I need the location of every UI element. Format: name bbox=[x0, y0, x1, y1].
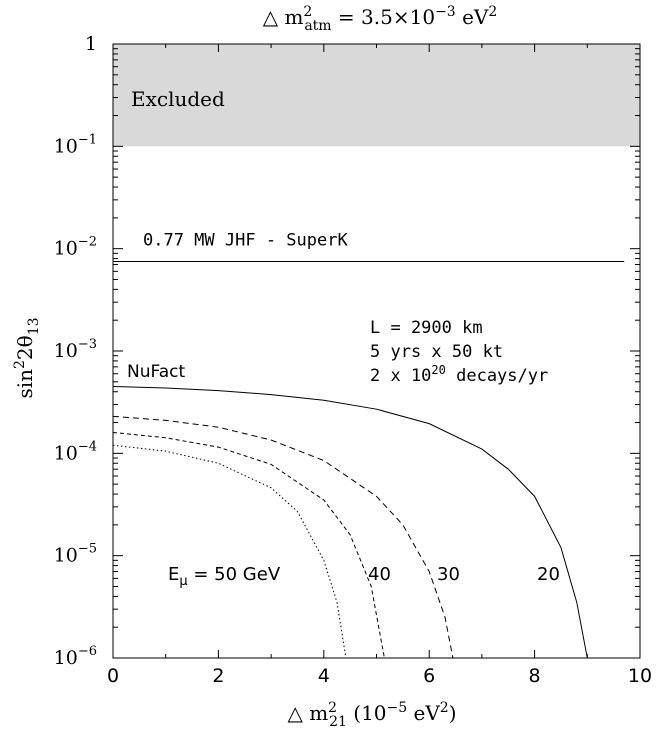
ylabel-base: sin bbox=[13, 369, 37, 399]
y-tick-label-exp: −3 bbox=[78, 337, 97, 352]
x-tick-label: 4 bbox=[318, 665, 330, 687]
jhf-superk-label: 0.77 MW JHF - SuperK bbox=[143, 230, 348, 250]
title-unit-sup: 2 bbox=[488, 4, 497, 20]
y-tick-label-base: 1 bbox=[85, 33, 97, 55]
title-exp: −3 bbox=[435, 4, 456, 20]
title-sup: 2 bbox=[303, 4, 312, 20]
curve-label-20: 20 bbox=[537, 564, 560, 585]
ylabel-mid: 2θ bbox=[13, 335, 37, 360]
x-tick-label: 0 bbox=[107, 665, 119, 687]
y-tick-label-exp: −4 bbox=[78, 439, 97, 454]
title-unit: eV bbox=[456, 5, 489, 29]
curve-40 bbox=[112, 431, 385, 659]
curve-e-50-gev bbox=[112, 444, 347, 659]
curves-group bbox=[112, 385, 588, 659]
y-tick-label: 10−2 bbox=[54, 235, 97, 260]
y-tick-label: 10−3 bbox=[54, 337, 97, 362]
xlabel-close: ) bbox=[449, 701, 457, 725]
excluded-label: Excluded bbox=[131, 87, 225, 111]
xlabel-unit-tail: eV bbox=[407, 701, 440, 725]
info-decays-exp: 20 bbox=[431, 363, 445, 377]
info-decays-tail: decays/yr bbox=[446, 366, 548, 386]
y-tick-label-exp: −6 bbox=[78, 644, 97, 659]
xlabel-prefix: △ m bbox=[287, 701, 328, 725]
curve-20 bbox=[112, 385, 588, 659]
y-tick-label: 10−4 bbox=[54, 439, 97, 464]
y-tick-label-exp: −2 bbox=[78, 235, 97, 250]
y-tick-label-base: 10 bbox=[54, 545, 78, 567]
xlabel-sup: 2 bbox=[328, 700, 337, 716]
curve-label-50gev-mu: μ bbox=[179, 574, 187, 589]
info-decays-base: 2 x 10 bbox=[370, 366, 431, 386]
info-baseline: L = 2900 km bbox=[370, 318, 483, 338]
x-tick-label: 6 bbox=[423, 665, 435, 687]
curve-label-50gev-tail: = 50 GeV bbox=[188, 564, 281, 585]
x-tick-label: 8 bbox=[529, 665, 541, 687]
title-mid: = 3.5×10 bbox=[332, 5, 436, 29]
nufact-label: NuFact bbox=[127, 362, 185, 382]
curve-label-40: 40 bbox=[368, 564, 391, 585]
y-tick-label: 1 bbox=[85, 33, 97, 55]
title-prefix: △ m bbox=[263, 5, 304, 29]
curve-label-50gev-e: E bbox=[168, 564, 179, 585]
y-tick-label: 10−1 bbox=[54, 132, 97, 157]
x-tick-label: 10 bbox=[628, 665, 652, 687]
y-tick-label-base: 10 bbox=[54, 340, 78, 362]
curve-label-30: 30 bbox=[437, 564, 460, 585]
y-axis-label: sin22θ13 bbox=[12, 317, 42, 398]
ylabel-sub: 13 bbox=[26, 317, 42, 335]
chart-title: △ m2 atm = 3.5×10−3 eV2 bbox=[263, 4, 498, 34]
info-exposure: 5 yrs x 50 kt bbox=[370, 342, 503, 362]
info-decays: 2 x 1020 decays/yr bbox=[370, 363, 548, 386]
y-tick-label-exp: −5 bbox=[78, 542, 97, 557]
xlabel-unit-exp: −5 bbox=[387, 700, 408, 716]
y-tick-label-base: 10 bbox=[54, 647, 78, 669]
curve-30 bbox=[112, 415, 454, 659]
excluded-region bbox=[113, 44, 640, 147]
x-axis-label: △ m2 21 (10−5 eV2) bbox=[287, 700, 456, 730]
y-tick-label-base: 10 bbox=[54, 442, 78, 464]
y-tick-label-base: 10 bbox=[54, 135, 78, 157]
y-tick-label: 10−6 bbox=[54, 644, 97, 669]
y-tick-label: 10−5 bbox=[54, 542, 97, 567]
curve-label-50gev: Eμ = 50 GeV bbox=[168, 564, 281, 589]
xlabel-unit-sup: 2 bbox=[440, 700, 449, 716]
y-tick-label-exp: −1 bbox=[78, 132, 97, 147]
x-tick-label: 2 bbox=[212, 665, 224, 687]
xlabel-unit-open: (10 bbox=[347, 701, 387, 725]
y-tick-label-base: 10 bbox=[54, 238, 78, 260]
title-sub: atm bbox=[304, 18, 331, 34]
ylabel-sup: 2 bbox=[12, 360, 28, 369]
xlabel-sub: 21 bbox=[329, 714, 347, 730]
